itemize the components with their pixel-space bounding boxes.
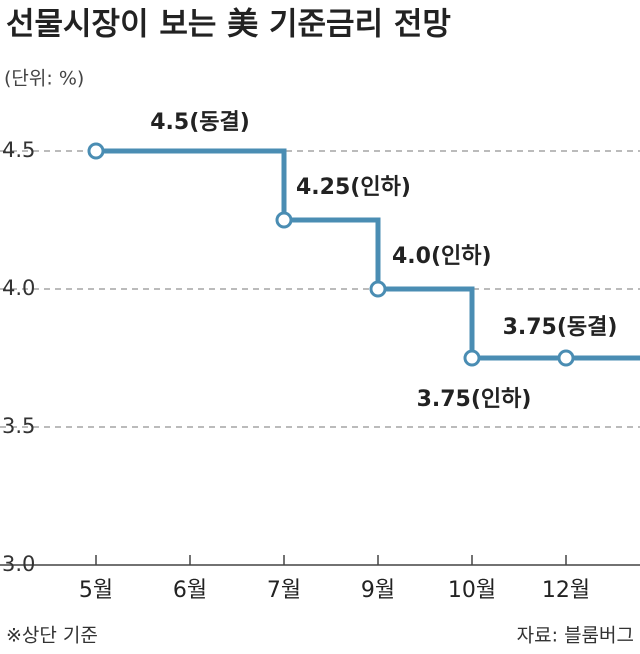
x-tick-label: 9월 xyxy=(361,578,395,603)
point xyxy=(557,349,575,367)
point xyxy=(275,211,293,229)
point xyxy=(463,349,481,367)
x-tick-label: 6월 xyxy=(173,578,207,603)
value-label: 4.0(인하) xyxy=(392,244,492,269)
value-label: 4.5(동결) xyxy=(150,110,250,135)
source: 자료: 블룸버그 xyxy=(517,625,634,647)
y-tick-label: 4.0 xyxy=(2,276,35,300)
footnote: ※상단 기준 xyxy=(6,625,98,647)
x-tick-label: 5월 xyxy=(79,578,113,603)
point xyxy=(87,142,105,160)
value-label: 3.75(동결) xyxy=(503,315,618,340)
chart-title: 선물시장이 보는 美 기준금리 전망 xyxy=(6,7,451,43)
unit-label: (단위: %) xyxy=(4,68,84,90)
x-tick-label: 7월 xyxy=(267,578,301,603)
x-tick-label: 10월 xyxy=(448,578,496,603)
point xyxy=(369,280,387,298)
value-label: 4.25(인하) xyxy=(296,175,411,200)
y-tick-label: 3.0 xyxy=(2,552,35,576)
y-tick-label: 3.5 xyxy=(2,414,35,438)
value-label: 3.75(인하) xyxy=(417,387,532,412)
y-tick-label: 4.5 xyxy=(2,138,35,162)
x-tick-label: 12월 xyxy=(542,578,590,603)
